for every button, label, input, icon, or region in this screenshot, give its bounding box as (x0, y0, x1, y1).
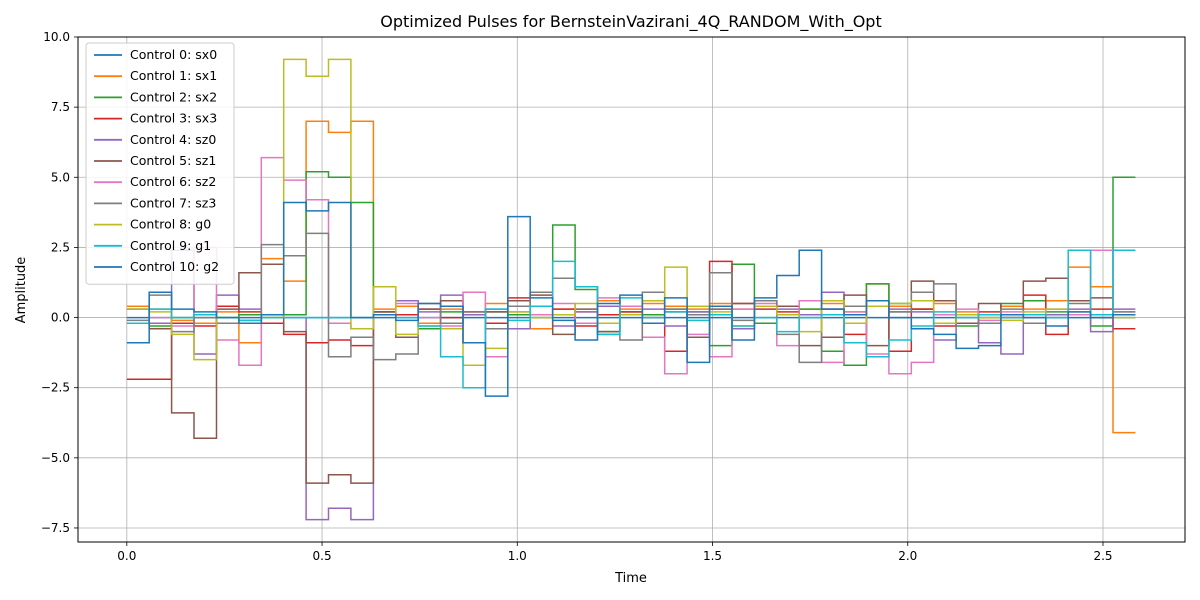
series-line-10 (126, 201, 1136, 397)
y-tick-label: −5.0 (41, 451, 70, 465)
legend-label: Control 0: sx0 (130, 47, 217, 62)
legend-label: Control 6: sz2 (130, 174, 216, 189)
y-tick-label: 7.5 (51, 100, 70, 114)
x-tick-label: 0.5 (313, 549, 332, 563)
legend-label: Control 10: g2 (130, 259, 219, 274)
chart-title: Optimized Pulses for BernsteinVazirani_4… (380, 12, 881, 32)
y-tick-label: 0.0 (51, 311, 70, 325)
y-tick-label: 10.0 (43, 30, 70, 44)
x-tick-label: 1.0 (508, 549, 527, 563)
series-line-6 (126, 156, 1136, 375)
x-tick-label: 0.0 (117, 549, 136, 563)
legend: Control 0: sx0 Control 1: sx1 Control 2: s… (85, 42, 235, 285)
series-line-1 (126, 120, 1136, 434)
y-tick-label: 2.5 (51, 240, 70, 254)
legend-label: Control 2: sx2 (130, 89, 217, 104)
legend-label: Control 9: g1 (130, 238, 211, 253)
x-axis-label: Time (614, 571, 647, 586)
x-tick-label: 2.0 (898, 549, 917, 563)
legend-label: Control 5: sz1 (130, 153, 216, 168)
series-line-9 (126, 249, 1136, 389)
legend-label: Control 8: g0 (130, 217, 211, 232)
series-line-8 (126, 58, 1136, 367)
y-tick-label: −2.5 (41, 381, 70, 395)
series-layer (126, 58, 1136, 521)
legend-box (85, 42, 235, 285)
x-tick-label: 2.5 (1093, 549, 1112, 563)
y-tick-label: −7.5 (41, 521, 70, 535)
plot-frame (77, 36, 1186, 543)
y-tick-label: 5.0 (51, 170, 70, 184)
axis-ticks: 0.0 0.5 1.0 1.5 2.0 2.5 −7.5 −5.0 −2.5 0.0 2.5 5.0 7… (41, 30, 1113, 563)
x-tick-label: 1.5 (703, 549, 722, 563)
y-axis-label: Amplitude (14, 257, 29, 324)
legend-label: Control 4: sz0 (130, 132, 216, 147)
legend-label: Control 3: sx3 (130, 111, 217, 126)
legend-label: Control 7: sz3 (130, 195, 216, 210)
legend-label: Control 1: sx1 (130, 68, 217, 83)
